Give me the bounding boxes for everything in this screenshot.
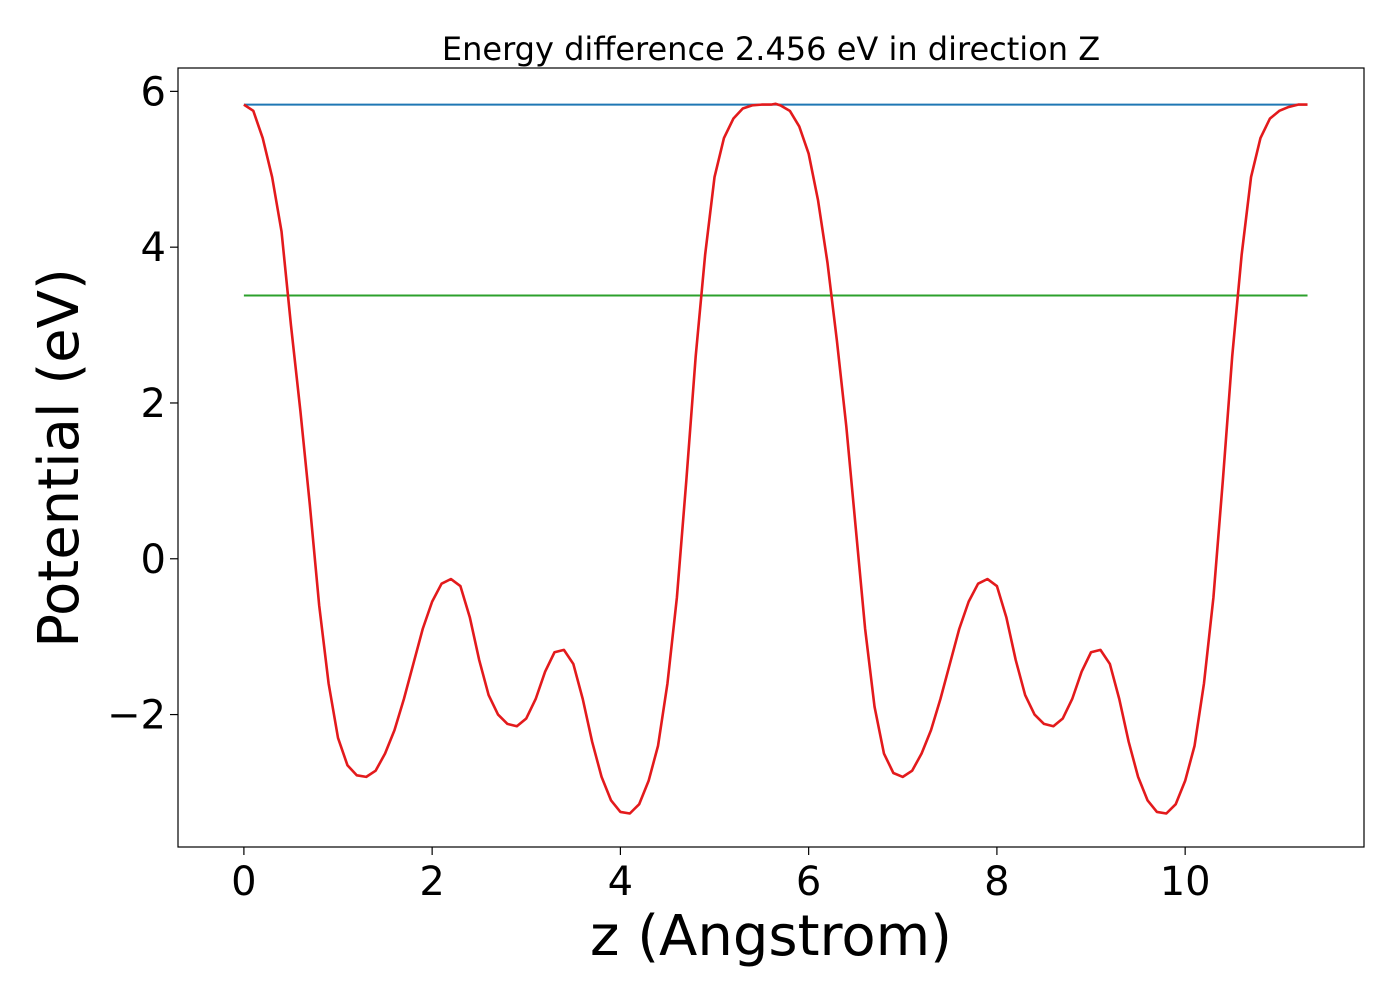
series-line-3 [243, 102, 1308, 815]
plot-area [243, 102, 1308, 815]
y-tick-label: 2 [141, 381, 166, 427]
y-tick-label: 0 [141, 537, 166, 583]
y-tick-label: 4 [141, 225, 166, 271]
x-tick-label: 0 [231, 859, 256, 905]
x-tick-label: 2 [419, 859, 444, 905]
y-axis-label: Potential (eV) [27, 268, 92, 648]
axes-frame [177, 67, 1365, 848]
x-tick-label: 8 [984, 859, 1009, 905]
x-tick-label: 4 [608, 859, 633, 905]
y-tick-label: 6 [141, 69, 166, 115]
x-axis-ticks: 0 2 4 6 8 10 [231, 847, 1211, 905]
chart-title: Energy difference 2.456 eV in direction … [442, 30, 1100, 68]
x-tick-label: 10 [1160, 859, 1211, 905]
x-tick-label: 6 [796, 859, 821, 905]
x-axis-label: z (Angstrom) [590, 904, 952, 969]
y-tick-label: −2 [107, 693, 166, 739]
y-axis-ticks: −2 0 2 4 6 [107, 69, 178, 739]
